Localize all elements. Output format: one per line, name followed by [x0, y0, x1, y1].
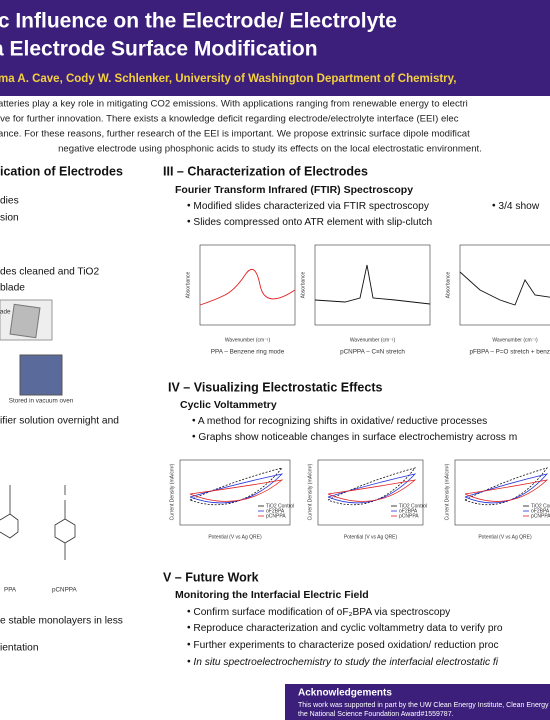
bullet-text: Graphs show noticeable changes in surfac…: [198, 432, 517, 443]
legend-label: TiO2 Control: [266, 503, 294, 509]
text: dies: [0, 196, 19, 207]
bullet-text: Reproduce characterization and cyclic vo…: [193, 623, 502, 634]
axis-label: Potential (V vs Ag QRE): [344, 534, 398, 540]
title: a Electrode Surface Modification: [0, 38, 318, 61]
axis-label: Current Density (mA/cm²): [169, 463, 175, 520]
text: ientation: [0, 643, 39, 654]
photo: [9, 303, 41, 339]
references-area: [0, 684, 285, 720]
bullet-text: Further experiments to characterize pose…: [193, 640, 498, 651]
ftir-plots: Wavenumber (cm⁻¹) Absorbance PPA – Benzene…: [185, 244, 550, 356]
plot-frame: [317, 459, 424, 526]
caption: pFBPA – P=O stretch + benzene: [470, 349, 550, 356]
label: PPA: [4, 587, 17, 594]
voltammogram: [327, 473, 417, 504]
spectrum: [199, 268, 296, 306]
legend-label: TiO2 Control: [399, 503, 427, 509]
cv-plots: Potential (V vs Ag QRE) Current Density (…: [169, 459, 550, 540]
bullet: • Further experiments to characterize po…: [187, 640, 499, 651]
axis-label: Current Density (mA/cm²): [307, 463, 313, 520]
molecule: [0, 485, 19, 539]
bullet: • Modified slides characterized via FTIR…: [187, 201, 430, 212]
plot-frame: [459, 244, 550, 326]
header-band: [0, 0, 550, 96]
voltammogram: [189, 467, 284, 506]
subheading: Cyclic Voltammetry: [180, 399, 277, 411]
bullet-text: Modified slides characterized via FTIR s…: [193, 201, 429, 212]
text: sion: [0, 213, 19, 224]
text: ifier solution overnight and: [0, 416, 119, 427]
axis-label: Absorbance: [445, 271, 451, 298]
footer-text: This work was supported in part by the U…: [298, 702, 549, 709]
text: des cleaned and TiO2: [0, 267, 99, 278]
voltammogram: [327, 467, 417, 506]
caption: pCNPPA – C≡N stretch: [340, 349, 405, 356]
plot-frame: [179, 459, 291, 526]
voltammogram: [327, 479, 417, 502]
spectrum: [314, 264, 431, 305]
bullet: • In situ spectroelectrochemistry to stu…: [187, 657, 499, 668]
legend-label: oF2BPA: [531, 508, 550, 514]
photo: [19, 354, 63, 396]
legend-label: oF2BPA: [399, 508, 418, 514]
footer-heading: Acknowledgements: [298, 688, 392, 699]
axis-label: Absorbance: [300, 271, 306, 298]
axis-label: Potential (V vs Ag QRE): [478, 534, 532, 540]
subheading: Monitoring the Interfacial Electric Fiel…: [175, 589, 369, 601]
bullet: • 3/4 show: [492, 201, 540, 212]
heading: III – Characterization of Electrodes: [163, 164, 368, 178]
legend-label: pCNPPA: [531, 513, 550, 519]
bullet: • Graphs show noticeable changes in surf…: [192, 432, 517, 443]
abstract: negative electrode using phosphonic acid…: [58, 144, 482, 155]
voltammogram: [464, 473, 549, 504]
abstract: atteries play a key role in mitigating C…: [0, 99, 468, 110]
axis-label: Wavenumber (cm⁻¹): [350, 337, 396, 343]
title: ic Influence on the Electrode/ Electroly…: [0, 10, 397, 33]
legend-label: TiO2 Control: [531, 503, 550, 509]
bullet: • Confirm surface modification of oF₂BPA…: [187, 607, 451, 618]
plot-frame: [454, 459, 550, 526]
plot-frame: [199, 244, 296, 326]
spectrum: [459, 271, 550, 306]
axis-label: Absorbance: [185, 271, 191, 298]
voltammogram: [464, 479, 549, 502]
caption: PPA – Benzene ring mode: [211, 349, 285, 356]
plot-frame: [314, 244, 431, 326]
axis-label: Potential (V vs Ag QRE): [208, 534, 262, 540]
label: Stored in vacuum oven: [9, 398, 74, 405]
label: pCNPPA: [52, 587, 78, 594]
bullet-text: Confirm surface modification of oF₂BPA v…: [193, 607, 451, 618]
axis-label: Current Density (mA/cm²): [444, 463, 450, 520]
bullet-text: Slides compressed onto ATR element with …: [193, 217, 432, 228]
text: e stable monolayers in less: [0, 616, 123, 627]
legend-label: pCNPPA: [399, 513, 419, 519]
bullet-text: 3/4 show: [498, 201, 539, 212]
bullet-text: In situ spectroelectrochemistry to study…: [193, 657, 498, 668]
voltammogram: [189, 479, 284, 502]
bullet: • Reproduce characterization and cyclic …: [187, 623, 503, 634]
bullet-text: A method for recognizing shifts in oxida…: [198, 416, 487, 427]
label: ade: [0, 309, 11, 316]
footer-text: the National Science Foundation Award#15…: [298, 711, 454, 718]
legend-label: oF2BPA: [266, 508, 285, 514]
legend-label: pCNPPA: [266, 513, 286, 519]
heading: V – Future Work: [163, 570, 259, 584]
axis-label: Wavenumber (cm⁻¹): [225, 337, 271, 343]
bullet: • A method for recognizing shifts in oxi…: [192, 416, 487, 427]
abstract: ive for further innovation. There exists…: [0, 114, 459, 125]
text: blade: [0, 283, 25, 294]
voltammogram: [189, 473, 284, 504]
heading: ication of Electrodes: [0, 164, 123, 178]
abstract: ance. For these reasons, further researc…: [0, 129, 470, 140]
bullet: • Slides compressed onto ATR element wit…: [187, 217, 432, 228]
axis-label: Wavenumber (cm⁻¹): [492, 337, 538, 343]
voltammogram: [464, 467, 549, 506]
authors: ma A. Cave, Cody W. Schlenker, Universit…: [0, 73, 456, 85]
heading: IV – Visualizing Electrostatic Effects: [168, 380, 382, 394]
subheading: Fourier Transform Infrared (FTIR) Spectr…: [175, 184, 413, 196]
molecule: [54, 485, 76, 560]
